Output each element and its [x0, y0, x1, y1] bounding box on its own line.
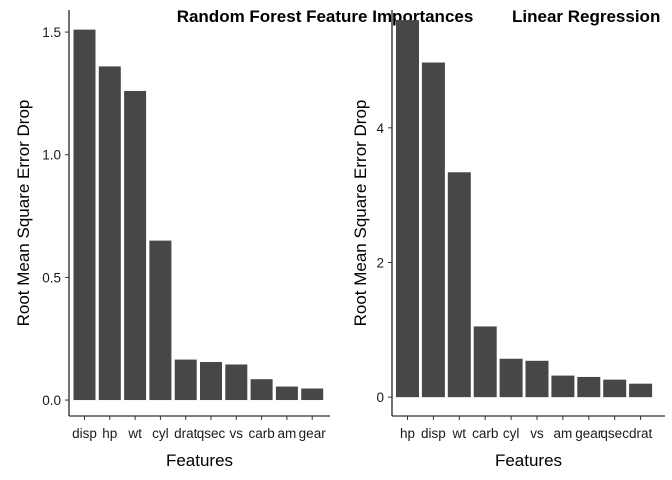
x-tick-label-disp: disp: [421, 426, 446, 441]
bar-rf-hp: [98, 66, 121, 401]
x-tick-label-wt: wt: [452, 426, 467, 441]
bar-lr-qsec: [603, 379, 627, 398]
y-tick-label: 1.0: [42, 148, 61, 163]
chart-title: Linear Regression: [512, 7, 660, 26]
x-tick-label-vs: vs: [230, 426, 244, 441]
bar-lr-disp: [421, 62, 445, 398]
y-axis-label: Root Mean Square Error Drop: [14, 100, 33, 327]
x-tick-label-cyl: cyl: [152, 426, 169, 441]
x-tick-label-drat: drat: [174, 426, 198, 441]
x-tick-label-hp: hp: [102, 426, 117, 441]
x-tick-label-cyl: cyl: [503, 426, 520, 441]
bar-rf-cyl: [149, 240, 172, 401]
chart-title: Random Forest Feature Importances: [177, 7, 474, 26]
y-tick-label: 0.0: [42, 393, 61, 408]
x-tick-label-gear: gear: [575, 426, 603, 441]
x-tick-label-gear: gear: [299, 426, 327, 441]
bar-lr-gear: [577, 376, 601, 398]
bar-rf-am: [275, 386, 298, 401]
bar-lr-vs: [525, 360, 549, 398]
bar-lr-wt: [447, 172, 471, 398]
bar-lr-cyl: [499, 358, 523, 398]
y-axis-label: Root Mean Square Error Drop: [351, 100, 370, 327]
x-tick-label-drat: drat: [629, 426, 653, 441]
y-tick-label: 0: [376, 390, 384, 405]
bar-lr-carb: [473, 326, 497, 398]
x-tick-label-am: am: [278, 426, 297, 441]
x-tick-label-vs: vs: [530, 426, 544, 441]
bar-rf-carb: [250, 379, 273, 401]
y-tick-label: 2: [376, 255, 384, 270]
x-tick-label-hp: hp: [400, 426, 415, 441]
bar-lr-hp: [396, 20, 419, 398]
bar-lr-am: [551, 375, 575, 398]
x-tick-label-carb: carb: [472, 426, 498, 441]
bar-lr-drat: [629, 383, 653, 398]
x-axis-label: Features: [495, 451, 562, 470]
x-tick-label-wt: wt: [127, 426, 142, 441]
x-tick-label-qsec: qsec: [600, 426, 629, 441]
x-tick-label-am: am: [554, 426, 573, 441]
bar-rf-wt: [124, 90, 147, 401]
bar-rf-gear: [301, 388, 324, 401]
x-tick-label-carb: carb: [248, 426, 274, 441]
y-tick-label: 0.5: [42, 270, 61, 285]
y-tick-label: 1.5: [42, 25, 61, 40]
bar-rf-qsec: [200, 362, 222, 401]
bar-rf-vs: [225, 364, 248, 401]
x-tick-label-disp: disp: [72, 426, 97, 441]
x-axis-label: Features: [166, 451, 233, 470]
x-tick-label-qsec: qsec: [197, 426, 226, 441]
y-tick-label: 4: [376, 121, 384, 136]
bar-rf-disp: [73, 29, 96, 401]
bar-rf-drat: [174, 359, 197, 401]
